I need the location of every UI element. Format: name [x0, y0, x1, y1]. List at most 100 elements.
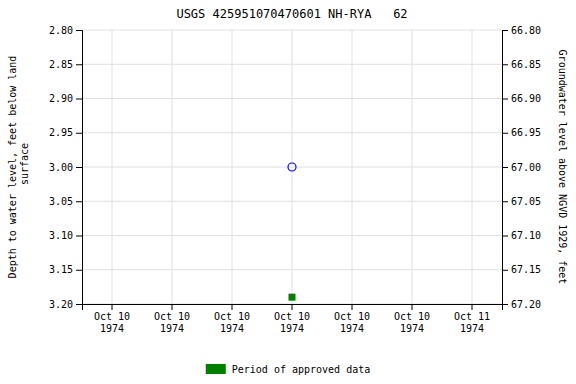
text-line: 1974 — [280, 323, 304, 334]
text-line: Depth to water level, feet below land — [7, 56, 18, 279]
tick: 67.15 — [502, 264, 541, 275]
chart: Oct 101974Oct 101974Oct 101974Oct 101974… — [0, 0, 576, 384]
tick: 66.90 — [502, 93, 541, 104]
tick: 66.80 — [502, 25, 541, 36]
tick-label: 66.90 — [511, 93, 541, 104]
text-line: 1974 — [100, 323, 124, 334]
text-line: Oct 10 — [274, 311, 310, 322]
tick-label: 2.95 — [49, 127, 73, 138]
grid-line — [82, 269, 502, 270]
legend: Period of approved data — [206, 364, 370, 375]
tick-label: 2.90 — [49, 93, 73, 104]
x-axis: Oct 101974Oct 101974Oct 101974Oct 101974… — [83, 304, 503, 334]
axis-line — [76, 31, 83, 305]
axis-title: Groundwater level above NGVD 1929, feet — [557, 50, 568, 285]
axis-title: Depth to water level, feet below land su… — [7, 56, 30, 279]
text-line: Oct 10 — [154, 311, 190, 322]
title: USGS 425951070470601 NH-RYA 62 — [176, 7, 407, 21]
tick-mark — [352, 304, 353, 310]
grid-line — [82, 30, 502, 31]
tick: 67.10 — [502, 230, 541, 241]
tick: 2.95 — [49, 127, 82, 138]
grid-line — [82, 201, 502, 202]
point — [288, 163, 296, 171]
tick-label: 66.80 — [511, 25, 541, 36]
tick-label: Oct 111974 — [454, 311, 490, 334]
tick: 3.10 — [49, 230, 82, 241]
tick-label: 3.20 — [49, 299, 73, 310]
tick: 3.15 — [49, 264, 82, 275]
tick-mark — [76, 133, 82, 134]
tick-label: 3.00 — [49, 162, 73, 173]
tick-mark — [172, 304, 173, 310]
tick-mark — [472, 304, 473, 310]
tick-mark — [76, 236, 82, 237]
tick: 3.20 — [49, 299, 82, 310]
tick: 67.20 — [502, 299, 541, 310]
tick: Oct 101974 — [274, 304, 310, 334]
tick: 66.85 — [502, 59, 541, 70]
tick-label: 3.15 — [49, 264, 73, 275]
tick: Oct 101974 — [214, 304, 250, 334]
axis-line — [503, 31, 509, 305]
tick-mark — [502, 201, 508, 202]
tick-mark — [76, 167, 82, 168]
grid — [82, 30, 502, 304]
tick-mark — [232, 304, 233, 310]
tick: Oct 101974 — [154, 304, 190, 334]
tick-mark — [502, 133, 508, 134]
text-line: Oct 10 — [94, 311, 130, 322]
text-line: Groundwater level above NGVD 1929, feet — [557, 50, 568, 285]
legend-label: Period of approved data — [232, 364, 370, 375]
series — [289, 294, 296, 301]
tick-label: 67.05 — [511, 196, 541, 207]
marks — [288, 163, 296, 301]
tick-label: Oct 101974 — [274, 311, 310, 334]
grid-line — [82, 98, 502, 99]
tick-mark — [502, 30, 508, 31]
legend-swatch — [206, 364, 226, 374]
tick-mark — [412, 304, 413, 310]
y2-axis: 67.20 67.15 67.10 67.05 67.00 66.95 66.90 66.85… — [502, 25, 541, 310]
text-line: Oct 11 — [454, 311, 490, 322]
legend-item: Period of approved data — [206, 364, 370, 375]
point — [289, 294, 296, 301]
text-line: 1974 — [340, 323, 364, 334]
tick: 2.90 — [49, 93, 82, 104]
tick-label: 3.10 — [49, 230, 73, 241]
tick-label: 3.05 — [49, 196, 73, 207]
grid-line — [82, 167, 502, 168]
tick: Oct 101974 — [394, 304, 430, 334]
axis-line — [83, 305, 503, 311]
tick-mark — [76, 64, 82, 65]
grid-line — [82, 132, 502, 133]
tick-mark — [502, 304, 508, 305]
tick-label: 67.10 — [511, 230, 541, 241]
text-line: 1974 — [220, 323, 244, 334]
tick-label: 67.20 — [511, 299, 541, 310]
tick: 67.00 — [502, 162, 541, 173]
text-line: 1974 — [460, 323, 484, 334]
grid-line — [82, 64, 502, 65]
tick: Oct 101974 — [94, 304, 130, 334]
tick-mark — [76, 99, 82, 100]
tick-mark — [502, 167, 508, 168]
tick: 2.85 — [49, 59, 82, 70]
tick-mark — [502, 64, 508, 65]
text-line: Oct 10 — [214, 311, 250, 322]
text-line: 1974 — [160, 323, 184, 334]
tick-mark — [76, 270, 82, 271]
tick-label: Oct 101974 — [214, 311, 250, 334]
tick: 3.05 — [49, 196, 82, 207]
tick-mark — [76, 201, 82, 202]
tick: 66.95 — [502, 127, 541, 138]
plot: Oct 101974Oct 101974Oct 101974Oct 101974… — [49, 25, 541, 334]
tick-label: Oct 101974 — [94, 311, 130, 334]
tick-label: 66.95 — [511, 127, 541, 138]
tick-mark — [502, 236, 508, 237]
grid-line — [82, 235, 502, 236]
tick-mark — [292, 304, 293, 310]
text-line: Oct 10 — [394, 311, 430, 322]
tick-mark — [112, 304, 113, 310]
tick-mark — [502, 270, 508, 271]
